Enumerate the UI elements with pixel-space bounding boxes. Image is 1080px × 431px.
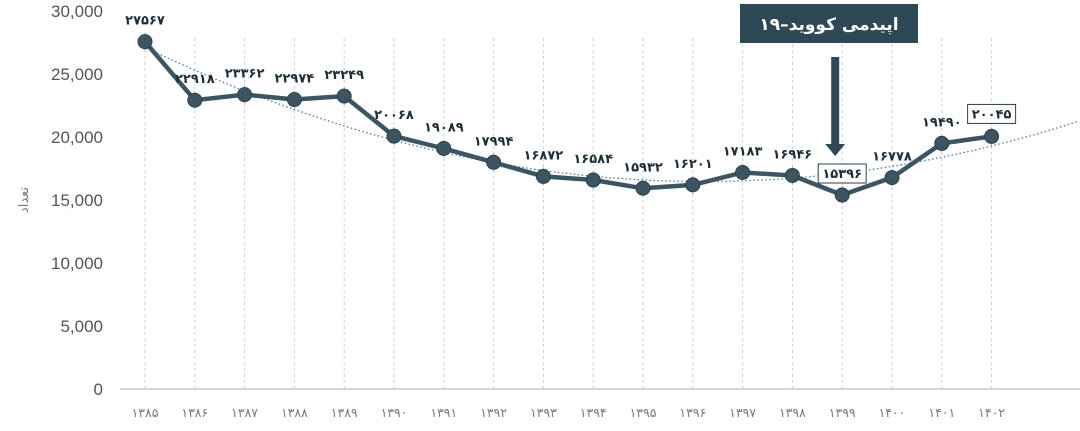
data-point <box>884 168 900 187</box>
y-axis-ticks: 0 5,000 10,000 15,000 20,000 25,000 30,000 <box>51 2 103 399</box>
data-point <box>685 175 701 194</box>
data-point <box>187 91 203 110</box>
trendline <box>142 45 1080 183</box>
data-label: ۲۳۲۴۹ <box>324 68 364 83</box>
x-tick-label: ۱۳۹۲ <box>480 405 507 420</box>
data-label: ۲۲۹۱۸ <box>175 72 215 87</box>
x-tick-label: ۱۳۹۴ <box>580 405 607 420</box>
y-tick-label: 30,000 <box>51 2 103 21</box>
x-tick-label: ۱۳۹۹ <box>829 405 856 420</box>
data-point <box>237 85 253 104</box>
data-label: ۱۶۸۷۲ <box>524 148 564 163</box>
data-point <box>386 127 402 146</box>
x-tick-label: ۱۳۹۷ <box>729 405 756 420</box>
x-tick-label: ۱۳۸۵ <box>132 405 159 420</box>
x-tick-label: ۱۴۰۱ <box>928 405 955 420</box>
data-point <box>336 87 352 106</box>
data-point <box>834 186 850 205</box>
data-label-box <box>817 163 867 184</box>
y-tick-label: 15,000 <box>51 191 103 210</box>
data-label: ۱۶۷۷۸ <box>872 150 912 165</box>
data-point <box>735 163 751 182</box>
data-label: ۱۶۲۰۱ <box>673 157 713 172</box>
data-point <box>535 167 551 186</box>
data-point <box>286 90 302 109</box>
y-axis-label: تعداد <box>17 187 32 213</box>
data-label: ۱۹۰۸۹ <box>424 120 464 135</box>
data-point <box>635 179 651 198</box>
series-line <box>143 40 992 198</box>
y-tick-label: 10,000 <box>51 254 103 273</box>
data-label: ۱۶۹۴۶ <box>773 147 813 162</box>
data-label: ۲۳۳۶۲ <box>225 67 265 82</box>
x-tick-label: ۱۳۸۷ <box>231 405 258 420</box>
x-tick-label: ۱۳۸۶ <box>181 405 208 420</box>
x-tick-label: ۱۳۹۸ <box>779 405 806 420</box>
x-grid-lines <box>144 38 993 389</box>
y-tick-label: 25,000 <box>51 65 103 84</box>
data-point <box>486 153 502 172</box>
x-tick-label: ۱۳۹۰ <box>381 405 408 420</box>
data-label: ۲۷۵۶۷ <box>125 14 165 29</box>
data-label: ۲۰۰۴۵ <box>972 107 1012 122</box>
y-tick-label: 20,000 <box>51 128 103 147</box>
data-label: ۲۰۰۶۸ <box>374 108 414 123</box>
x-tick-label: ۱۳۹۱ <box>430 405 457 420</box>
data-point <box>934 134 950 153</box>
data-points <box>137 32 1000 205</box>
data-label: ۱۹۴۹۰ <box>922 115 962 130</box>
x-tick-label: ۱۴۰۲ <box>978 405 1005 420</box>
data-label: ۱۵۹۳۲ <box>623 160 663 175</box>
x-tick-label: ۱۳۸۹ <box>331 405 358 420</box>
x-axis-ticks: ۱۳۸۵ ۱۳۸۶ ۱۳۸۷ ۱۳۸۸ ۱۳۸۹ ۱۳۹۰ ۱۳۹۱ ۱۳۹۲ ۱۳۹۳ ۱۳۹۴… <box>132 405 1005 420</box>
annotation-arrow <box>825 57 846 156</box>
x-tick-label: ۱۳۹۶ <box>679 405 706 420</box>
y-tick-label: 0 <box>94 380 103 399</box>
data-label: ۱۶۵۸۴ <box>573 152 613 167</box>
data-label: ۱۷۱۸۳ <box>723 144 763 159</box>
x-tick-label: ۱۳۹۵ <box>630 405 657 420</box>
data-label: ۱۵۳۹۶ <box>822 167 862 182</box>
annotation-box <box>740 4 918 43</box>
data-label: ۱۷۹۹۴ <box>474 134 514 149</box>
data-point <box>984 127 1000 146</box>
data-point <box>137 32 153 51</box>
data-point <box>784 166 800 185</box>
x-tick-label: ۱۴۰۰ <box>879 405 906 420</box>
covid-annotation: اپیدمی کووید–۱۹ <box>740 4 918 156</box>
data-label-box <box>967 103 1017 124</box>
y-tick-label: 5,000 <box>60 317 103 336</box>
x-tick-label: ۱۳۸۸ <box>281 405 308 420</box>
x-tick-label: ۱۳۹۳ <box>530 405 557 420</box>
data-labels: ۲۷۵۶۷ ۲۲۹۱۸ ۲۳۳۶۲ ۲۲۹۷۴ ۲۳۲۴۹ ۲۰۰۶۸ ۱۹۰۸۹ ۱۷۹۹۴… <box>125 14 1017 184</box>
data-label: ۲۲۹۷۴ <box>275 72 315 87</box>
data-point <box>436 139 452 158</box>
data-point <box>585 171 601 190</box>
annotation-text: اپیدمی کووید–۱۹ <box>759 15 898 35</box>
